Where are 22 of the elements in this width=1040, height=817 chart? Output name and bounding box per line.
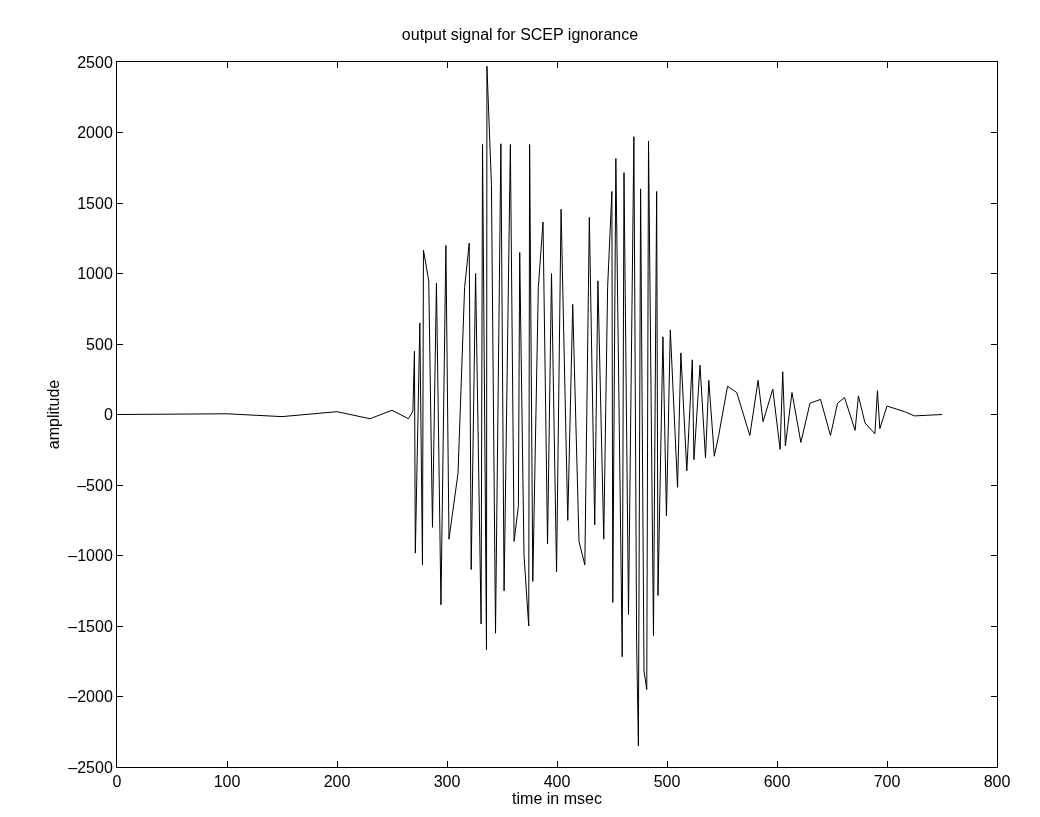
chart-title: output signal for SCEP ignorance: [401, 25, 639, 43]
x-tick-label: 300: [433, 773, 461, 791]
y-tick-label: 0: [103, 406, 113, 424]
x-tick-label: 700: [873, 773, 901, 791]
y-tick-label: –500: [77, 476, 113, 494]
y-tick-label: 500: [86, 335, 113, 353]
y-tick-label: 1500: [77, 194, 113, 212]
x-tick-label: 800: [983, 773, 1011, 791]
y-tick-label: –1500: [68, 617, 113, 635]
x-axis-title: time in msec: [512, 790, 602, 808]
y-tick-label: –1000: [68, 547, 113, 565]
x-tick-label: 500: [653, 773, 681, 791]
x-tick-label: 100: [213, 773, 241, 791]
y-tick-label: 2500: [77, 53, 113, 71]
y-tick-label: 1000: [77, 265, 113, 283]
y-axis-title: amplitude: [45, 379, 63, 450]
x-tick-label: 200: [323, 773, 351, 791]
y-tick-label: –2000: [68, 688, 113, 706]
y-tick-label: 2000: [77, 124, 113, 142]
x-tick-label: 400: [543, 773, 571, 791]
y-tick-label: –2500: [68, 758, 113, 776]
x-tick-label: 600: [763, 773, 791, 791]
